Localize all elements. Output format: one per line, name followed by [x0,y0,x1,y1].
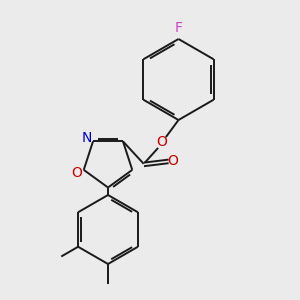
Text: N: N [81,131,92,146]
Text: O: O [157,136,167,149]
Text: O: O [72,166,83,180]
Text: O: O [167,154,178,168]
Text: F: F [175,22,182,35]
